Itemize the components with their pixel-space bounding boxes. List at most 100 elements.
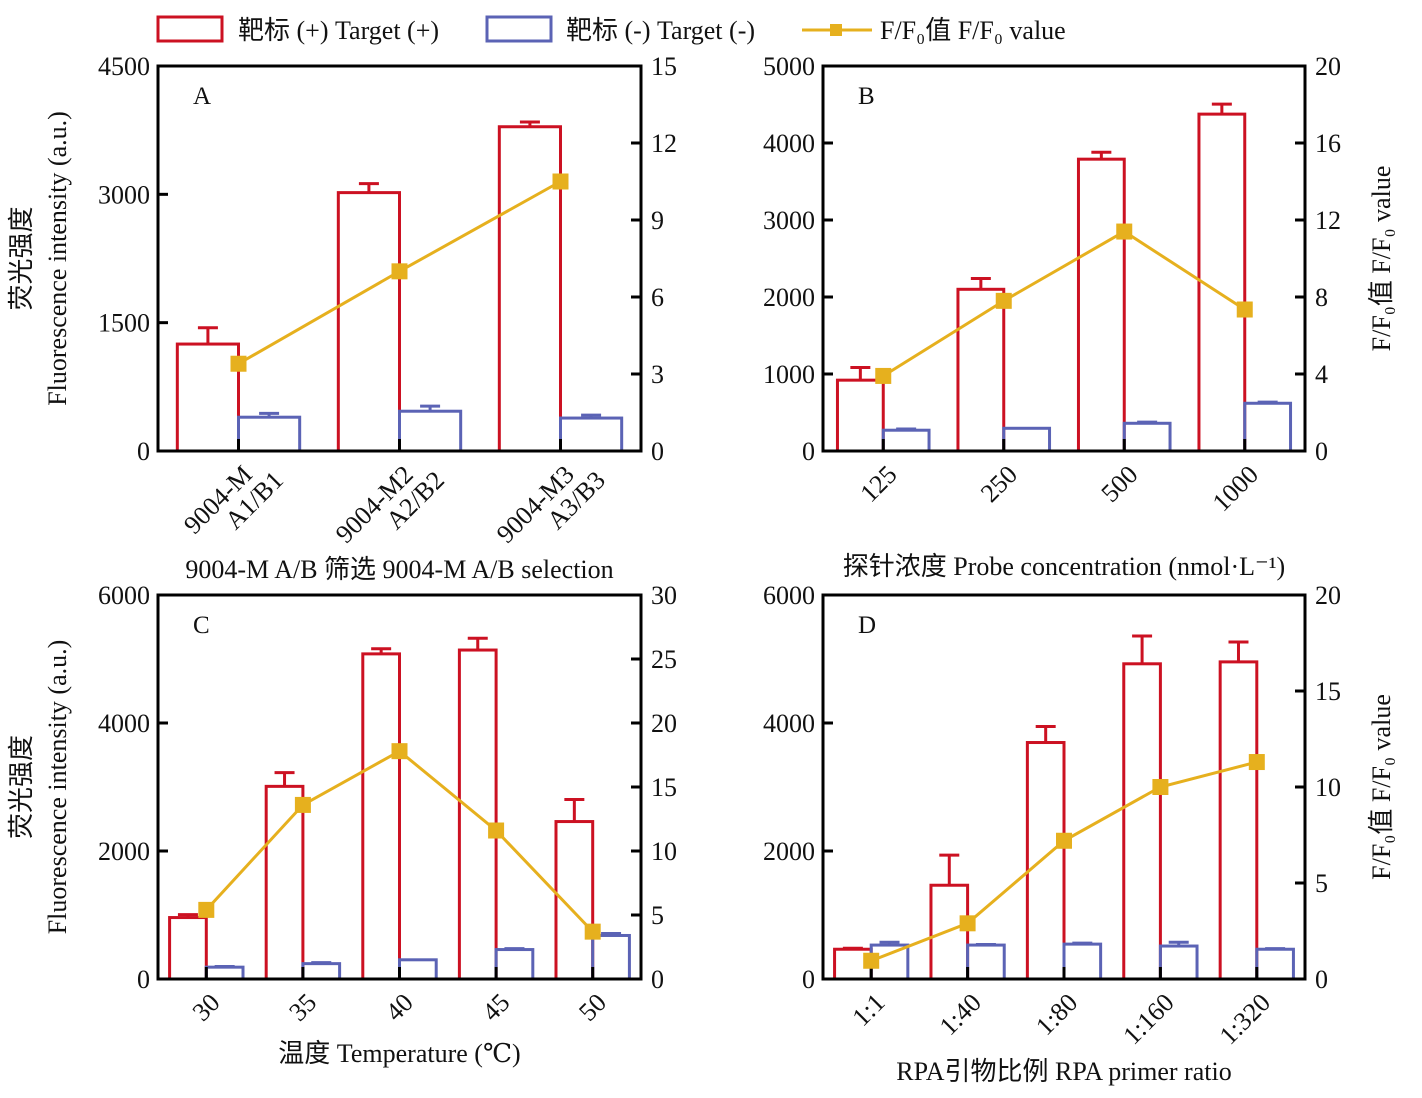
bar-target-neg (1243, 401, 1293, 453)
x-tick-label-line: 1:80 (1030, 988, 1083, 1041)
x-tick-label: 1:40 (934, 988, 987, 1041)
ratio-point (584, 923, 601, 940)
y-axis-title-right: F/F₀值 F/F₀ value (1367, 694, 1396, 880)
bar-target-pos (929, 883, 970, 981)
y-tick-label-right: 0 (651, 437, 664, 466)
bar-target-pos (1076, 157, 1126, 453)
bar-target-pos (1218, 660, 1259, 981)
y-axis-title-left: Fluorescence intensity (a.u.) (43, 640, 72, 935)
y-axis-title-left: 荧光强度 (7, 735, 36, 839)
y-tick-label-left: 4000 (763, 709, 815, 738)
y-tick-label-left: 1000 (763, 360, 815, 389)
x-axis-title: 9004-M A/B 筛选 9004-M A/B selection (185, 555, 613, 584)
y-tick-label-right: 25 (651, 645, 677, 674)
x-tick-label: 35 (283, 988, 322, 1027)
x-tick-label: 250 (975, 460, 1023, 508)
x-tick-label-line: 30 (187, 988, 226, 1027)
bar-target-pos (336, 191, 402, 453)
legend-label-ratio: F/F₀值 F/F₀ value (880, 16, 1066, 45)
ratio-point (198, 901, 215, 918)
x-tick-label: 40 (380, 988, 419, 1027)
x-tick-label: 1:80 (1030, 988, 1083, 1041)
y-tick-label-left: 1500 (98, 309, 150, 338)
y-tick-label-left: 0 (802, 437, 815, 466)
y-tick-label-left: 5000 (763, 52, 815, 81)
legend-item-target-pos: 靶标 (+) Target (+) (156, 15, 439, 45)
x-tick-label-line: 1:160 (1117, 988, 1179, 1050)
ratio-point (552, 173, 569, 190)
bar-target-neg (494, 948, 535, 981)
y-tick-label-left: 0 (137, 965, 150, 994)
y-tick-label-right: 5 (1315, 869, 1328, 898)
y-tick-label-left: 6000 (763, 581, 815, 610)
panel-label: B (858, 83, 875, 110)
ratio-point (1236, 301, 1253, 318)
legend-label-target-pos: 靶标 (+) Target (+) (238, 16, 439, 45)
bar-target-pos (1122, 662, 1162, 981)
panel-label: A (193, 83, 211, 110)
y-tick-label-left: 2000 (763, 837, 815, 866)
x-tick-label-line: 35 (283, 988, 322, 1027)
bar-target-pos (361, 652, 401, 981)
bar-target-neg (591, 933, 631, 981)
legend-marker-ratio (830, 24, 842, 36)
y-tick-label-right: 15 (651, 773, 677, 802)
y-tick-label-right: 12 (651, 129, 677, 158)
ratio-point (875, 367, 892, 384)
x-tick-label-line: 1:320 (1214, 988, 1276, 1050)
y-tick-label-left: 0 (137, 437, 150, 466)
x-tick-label: 30 (187, 988, 226, 1027)
x-tick-label: 500 (1095, 460, 1143, 508)
y-tick-label-right: 9 (651, 206, 664, 235)
legend-label-target-neg: 靶标 (-) Target (-) (566, 16, 755, 45)
ratio-point (488, 822, 505, 839)
y-tick-label-right: 20 (1315, 581, 1341, 610)
y-tick-label-right: 10 (1315, 773, 1341, 802)
bar-target-neg (1002, 426, 1052, 453)
ratio-point (1248, 754, 1265, 771)
bar-target-pos (175, 342, 241, 453)
ratio-point (863, 952, 880, 969)
x-axis-title: RPA引物比例 RPA primer ratio (896, 1057, 1231, 1086)
bar-target-neg (1158, 944, 1199, 981)
bar-target-pos (497, 125, 563, 453)
x-tick-label-line: 45 (477, 988, 516, 1027)
x-tick-label: 1:1 (847, 988, 891, 1032)
y-tick-label-left: 4000 (98, 709, 150, 738)
y-tick-label-right: 0 (1315, 437, 1328, 466)
y-tick-label-left: 4500 (98, 52, 150, 81)
y-tick-label-right: 0 (1315, 965, 1328, 994)
y-axis-title-left: 荧光强度 (7, 206, 36, 310)
legend-item-target-neg: 靶标 (-) Target (-) (485, 15, 755, 45)
y-tick-label-left: 2000 (763, 283, 815, 312)
ratio-point (959, 915, 976, 932)
y-tick-label-right: 20 (651, 709, 677, 738)
x-tick-label: 125 (854, 460, 902, 508)
legend-swatch-target-neg (485, 15, 553, 43)
x-tick-label: 9004-MA1/B1 (178, 460, 289, 540)
panel-label: C (193, 612, 210, 639)
y-tick-label-right: 3 (651, 360, 664, 389)
x-tick-label: 1:320 (1214, 988, 1276, 1050)
bar-target-pos (835, 378, 885, 453)
y-tick-label-left: 4000 (763, 129, 815, 158)
bar-target-pos (168, 916, 208, 981)
legend: 靶标 (+) Target (+) 靶标 (-) Target (-) F/F₀… (156, 15, 1066, 45)
x-tick-label-line: 250 (975, 460, 1023, 508)
y-axis-title-right: F/F₀值 F/F₀ value (1367, 166, 1396, 352)
plot-frame (156, 64, 643, 453)
x-axis-title: 温度 Temperature (℃) (278, 1039, 520, 1068)
bar-target-neg (1062, 942, 1103, 981)
bar-target-pos (264, 784, 305, 981)
bar-target-neg (398, 958, 438, 981)
x-tick-label: 1000 (1207, 460, 1264, 517)
ratio-point (1116, 223, 1133, 240)
x-axis-title: 探针浓度 Probe concentration (nmol·L⁻¹) (843, 552, 1285, 581)
y-tick-label-right: 12 (1315, 206, 1341, 235)
panel-label: D (858, 612, 876, 639)
y-tick-label-right: 4 (1315, 360, 1328, 389)
y-tick-label-right: 30 (651, 581, 677, 610)
y-tick-label-left: 3000 (763, 206, 815, 235)
y-tick-label-left: 6000 (98, 581, 150, 610)
